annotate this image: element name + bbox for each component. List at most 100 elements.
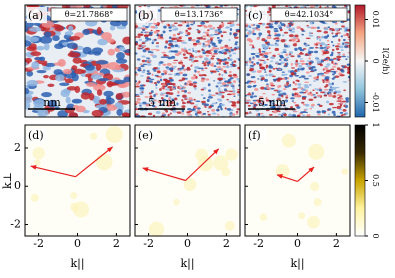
x-tick-label: 0 [74, 237, 81, 250]
texture-dot [268, 33, 271, 36]
texture-dot [211, 62, 214, 66]
panel-label: (b) [138, 9, 154, 22]
texture-dot [342, 108, 347, 112]
texture-dot [162, 63, 167, 66]
texture-dot [217, 58, 221, 62]
texture-dot [190, 64, 194, 66]
texture-dot [230, 65, 233, 68]
texture-dot [228, 50, 231, 53]
texture-dot [278, 84, 282, 88]
texture-dot [165, 109, 168, 113]
texture-blob [224, 220, 235, 231]
texture-dot [200, 94, 204, 97]
texture-dot [297, 114, 301, 117]
texture-dot [193, 42, 197, 45]
texture-dot [158, 75, 162, 79]
texture-dot [301, 62, 304, 66]
texture-dot [64, 78, 74, 84]
texture-dot [230, 104, 235, 107]
texture-dot [302, 114, 305, 117]
texture-dot [327, 113, 331, 116]
texture-dot [341, 55, 347, 58]
texture-dot [204, 31, 209, 34]
texture-dot [290, 30, 296, 33]
texture-dot [140, 75, 144, 77]
texture-dot [248, 92, 251, 94]
texture-dot [137, 69, 141, 72]
texture-blob [307, 215, 320, 229]
texture-dot [298, 64, 303, 68]
texture-dot [66, 42, 78, 49]
texture-dot [153, 93, 156, 98]
texture-dot [181, 113, 185, 115]
texture-dot [299, 60, 305, 63]
texture-dot [247, 112, 253, 115]
texture-dot [177, 90, 180, 94]
texture-dot [310, 69, 316, 72]
texture-dot [329, 27, 332, 30]
texture-dot [204, 74, 207, 77]
texture-dot [96, 89, 103, 96]
texture-dot [296, 94, 302, 98]
texture-dot [336, 94, 342, 97]
texture-dot [25, 35, 32, 42]
texture-dot [33, 22, 41, 26]
texture-dot [197, 30, 201, 34]
texture-dot [316, 110, 321, 114]
texture-dot [211, 112, 217, 115]
texture-dot [60, 89, 70, 98]
texture-dot [256, 70, 262, 73]
texture-dot [232, 23, 235, 27]
texture-dot [189, 56, 192, 59]
texture-dot [194, 50, 198, 54]
texture-dot [294, 47, 298, 51]
texture-dot [224, 80, 230, 83]
texture-dot [144, 96, 149, 98]
texture-dot [259, 112, 264, 115]
texture-dot [200, 21, 206, 25]
texture-dot [147, 77, 152, 80]
panel-label: (c) [248, 9, 263, 22]
texture-dot [294, 104, 300, 107]
texture-dot [191, 108, 195, 112]
texture-dot [202, 49, 205, 52]
texture-dot [198, 73, 201, 76]
texture-dot [139, 84, 144, 87]
texture-dot [203, 31, 206, 34]
texture-dot [113, 79, 126, 84]
texture-dot [165, 88, 170, 91]
texture-dot [283, 113, 287, 117]
texture-dot [106, 80, 114, 88]
texture-dot [53, 69, 63, 76]
texture-dot [183, 47, 187, 50]
texture-dot [214, 47, 220, 50]
texture-dot [114, 102, 123, 108]
texture-dot [291, 27, 295, 31]
texture-dot [163, 25, 167, 29]
texture-dot [100, 32, 113, 40]
texture-dot [203, 64, 207, 67]
texture-dot [137, 33, 143, 37]
texture-dot [314, 88, 317, 90]
texture-dot [312, 22, 315, 24]
texture-dot [39, 35, 53, 44]
texture-dot [286, 56, 290, 59]
texture-dot [256, 61, 260, 65]
texture-dot [228, 54, 233, 57]
texture-dot [177, 24, 183, 27]
texture-dot [325, 78, 329, 82]
texture-dot [221, 91, 225, 94]
texture-dot [174, 44, 179, 48]
texture-dot [271, 103, 275, 106]
texture-dot [193, 44, 197, 47]
texture-dot [169, 112, 172, 115]
texture-dot [249, 64, 255, 67]
texture-dot [334, 22, 338, 25]
texture-dot [173, 59, 179, 61]
texture-dot [178, 71, 184, 75]
texture-dot [179, 85, 183, 87]
texture-dot [334, 34, 338, 37]
texture-dot [345, 97, 350, 101]
x-axis-label: k|| [180, 257, 194, 271]
texture-dot [230, 85, 235, 87]
